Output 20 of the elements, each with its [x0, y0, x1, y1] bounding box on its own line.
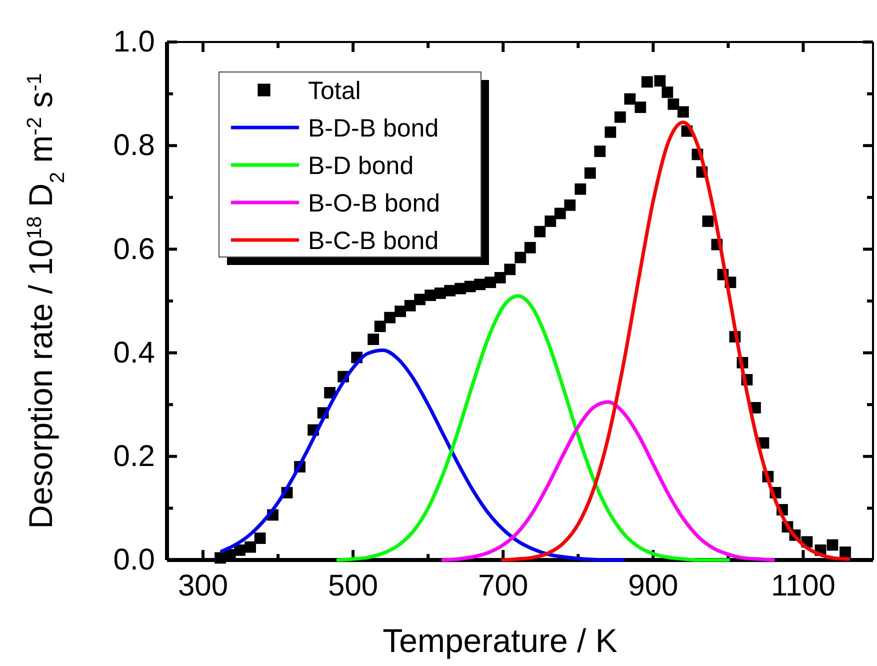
- y-tick-label: 0.8: [113, 129, 155, 162]
- x-tick-label: 500: [328, 569, 378, 602]
- x-tick-label: 300: [178, 569, 228, 602]
- x-tick-label: 700: [478, 569, 528, 602]
- line-series: [501, 120, 850, 562]
- x-tick-label: 900: [628, 569, 678, 602]
- y-tick-label: 1.0: [113, 26, 155, 59]
- x-tick-label: 1100: [770, 569, 836, 602]
- legend-label: Total: [308, 77, 361, 105]
- x-axis-title: Temperature / K: [382, 622, 618, 659]
- legend-label: B-O-B bond: [308, 190, 440, 218]
- y-tick-label: 0.2: [113, 440, 155, 473]
- y-tick-label: 0.6: [113, 232, 155, 266]
- legend-label: B-D bond: [308, 152, 414, 180]
- legend-label: B-C-B bond: [308, 227, 439, 255]
- line-series: [336, 294, 730, 562]
- legend-label: B-D-B bond: [308, 114, 439, 142]
- line-series: [441, 400, 775, 562]
- y-tick-label: 0.0: [113, 544, 155, 577]
- y-tick-label: 0.4: [113, 336, 155, 370]
